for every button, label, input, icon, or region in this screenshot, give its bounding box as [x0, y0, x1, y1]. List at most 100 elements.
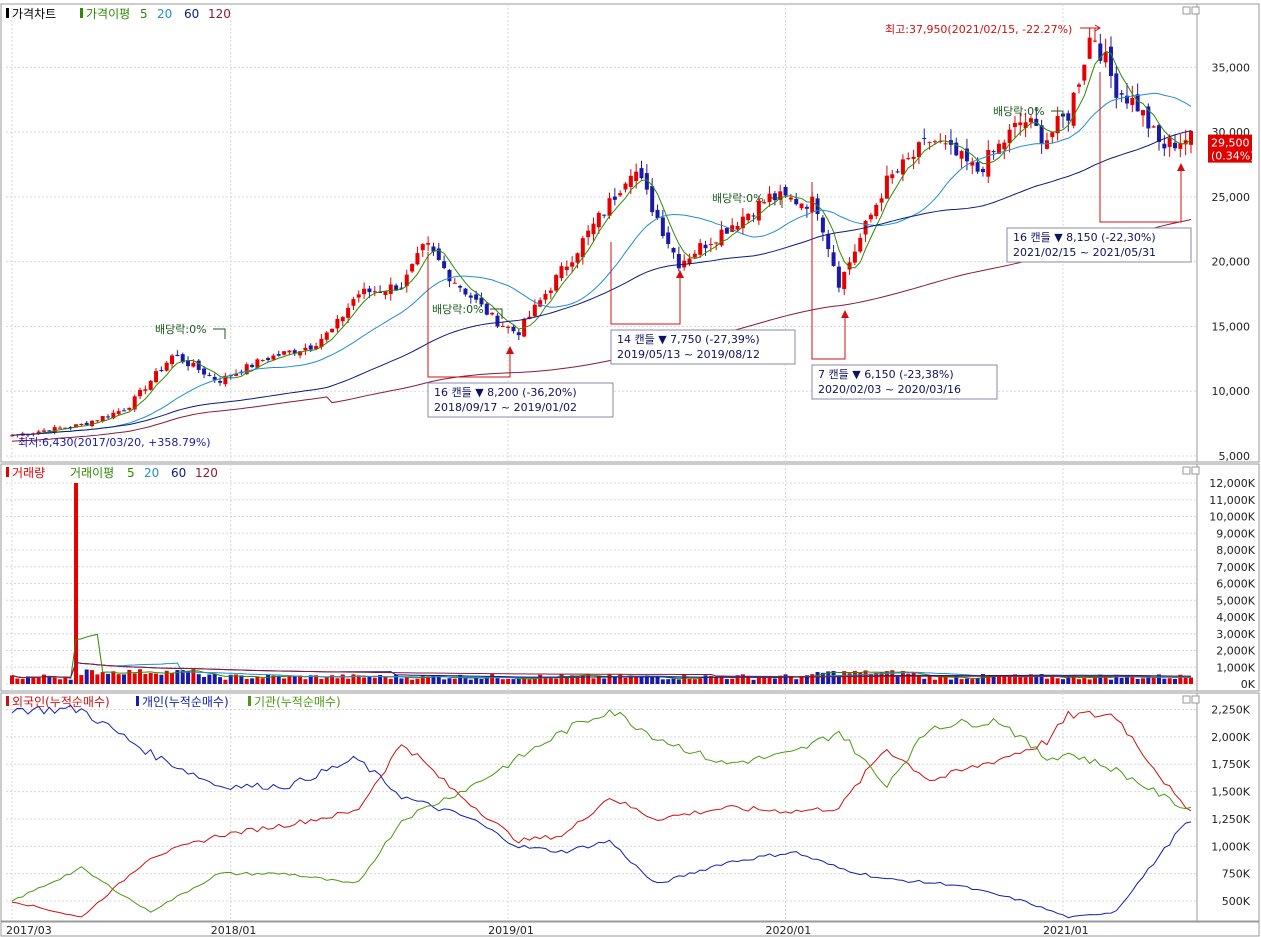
candle-body [74, 424, 79, 428]
legend-foreign: 외국인(누적순매수) [12, 695, 110, 709]
candle-body [586, 230, 591, 238]
candle-body [751, 215, 756, 217]
investor-tick-label: 1,500K [1211, 786, 1250, 799]
volume-bar [303, 679, 308, 684]
volume-bar [468, 679, 473, 684]
panel-maximize-icon[interactable] [1191, 695, 1200, 704]
candle-body [596, 212, 601, 228]
current-price: 29,500 [1211, 137, 1250, 150]
candle-body [106, 416, 111, 418]
candle-body [874, 204, 879, 217]
panel-maximize-icon[interactable] [1191, 6, 1200, 15]
candle-body [730, 225, 735, 232]
volume-tick-label: 5,000K [1216, 594, 1255, 607]
candle-body [1039, 125, 1044, 144]
candle-body [218, 380, 223, 383]
candle-body [954, 142, 959, 156]
volume-bar [1018, 676, 1023, 684]
candle-body [868, 214, 873, 220]
candle-body [1007, 129, 1012, 144]
volume-bar [730, 678, 735, 684]
price-ma120-line [11, 219, 1192, 442]
candle-body [212, 376, 217, 380]
volume-legend: 거래량 거래이평 5 20 60 120 [6, 466, 218, 480]
volume-bar [500, 679, 505, 684]
candle-body [1151, 126, 1156, 128]
candle-body [762, 202, 767, 204]
volume-bar [975, 678, 980, 684]
volume-bar [1156, 674, 1161, 684]
volume-bar [1103, 677, 1108, 684]
candle-body [1082, 64, 1087, 81]
dividend-marker [490, 308, 503, 319]
candle-body [1183, 140, 1188, 145]
volume-bar [724, 679, 729, 684]
candle-body [1156, 125, 1161, 142]
volume-bar [746, 675, 751, 684]
volume-bar [1167, 678, 1172, 684]
volume-bar [804, 675, 809, 684]
volume-bar [1108, 679, 1113, 684]
candle-body [1172, 142, 1177, 149]
candle-body [175, 354, 180, 357]
drop-annotation: 16 캔들 ▼ 8,150 (-22,30%) 2021/02/15 ~ 2021… [1006, 72, 1192, 263]
candle-body [1087, 37, 1092, 59]
volume-bar [591, 678, 596, 684]
volume-tick-label: 4,000K [1216, 611, 1255, 624]
candle-body [548, 290, 553, 293]
volume-bar [148, 673, 153, 684]
candle-body [847, 262, 852, 270]
volume-bar [1172, 678, 1177, 684]
panel-minimize-icon[interactable] [1182, 6, 1191, 15]
candle-body [346, 307, 351, 318]
panel-minimize-icon[interactable] [1182, 695, 1191, 704]
dividend-annotation: 배당락:0% [993, 105, 1045, 118]
candle-body [628, 175, 633, 187]
candle-body [191, 362, 196, 367]
candle-body [367, 288, 372, 293]
volume-bar [847, 673, 852, 684]
candle-body [63, 427, 68, 429]
candle-body [335, 318, 340, 329]
volume-bar [687, 679, 692, 684]
panel-minimize-icon[interactable] [1182, 466, 1191, 475]
price-tick-label: 35,000 [1212, 61, 1251, 74]
candle-body [276, 354, 281, 356]
candle-body [303, 347, 308, 351]
investor-tick-label: 500K [1222, 895, 1251, 908]
candle-body [420, 244, 425, 251]
drop-line2: 2021/02/15 ~ 2021/05/31 [1013, 246, 1156, 259]
candle-body [271, 355, 276, 360]
volume-bar [495, 678, 500, 684]
legend-individual: 개인(누적순매수) [142, 695, 229, 709]
candle-body [36, 431, 41, 434]
volume-bar [180, 670, 185, 684]
candle-body [735, 225, 740, 230]
volume-bar [74, 483, 79, 684]
candle-body [292, 350, 297, 354]
volume-bar [287, 675, 292, 684]
drop-bracket [427, 252, 511, 378]
volume-bar [1124, 675, 1129, 684]
candle-body [607, 198, 612, 216]
candle-body [442, 261, 447, 269]
volume-bar [602, 678, 607, 684]
candle-body [1178, 143, 1183, 149]
volume-bar [1055, 678, 1060, 684]
candle-body [719, 229, 724, 246]
volume-bar [922, 678, 927, 684]
candle-body [676, 254, 681, 269]
volume-bar [1098, 674, 1103, 684]
panel-maximize-icon[interactable] [1191, 466, 1200, 475]
candle-body [447, 269, 452, 282]
candle-body [714, 242, 719, 244]
volume-bar [1066, 675, 1071, 684]
drop-box [427, 382, 614, 418]
volume-bar [714, 676, 719, 684]
candle-body [1023, 122, 1028, 129]
volume-bar [68, 679, 73, 684]
dividend-annotation: 배당락:0% [155, 323, 207, 336]
price-ma60-line [11, 130, 1192, 436]
volume-bar [314, 675, 319, 684]
volume-bar [623, 677, 628, 684]
